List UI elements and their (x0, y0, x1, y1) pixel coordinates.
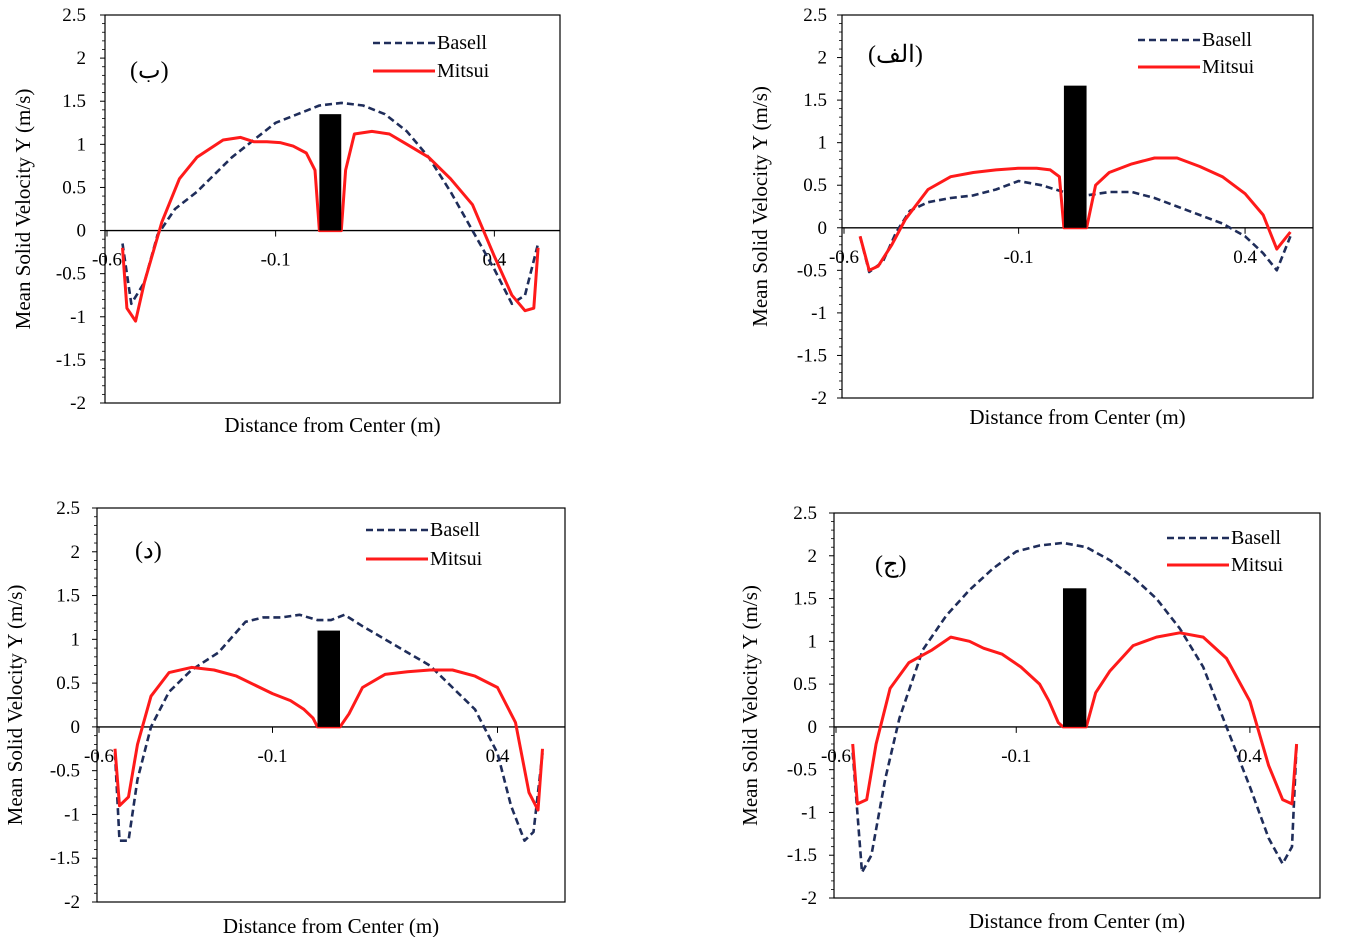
y-tick-label: 1 (71, 629, 81, 650)
chart-alef: 2.5 2 1.5 1 0.5 0 -0.5 -1 -1.5 -2 -0.6 -0.1 0.4 Dista… (748, 5, 1314, 429)
series-line-mitsui (121, 129, 540, 323)
y-tick-label: 1 (808, 631, 818, 652)
x-tick-label: -0.6 (829, 247, 859, 268)
y-tick-label: 0 (77, 221, 87, 242)
y-tick-label: 1.5 (62, 91, 86, 112)
y-tick-label: 2 (818, 48, 828, 69)
x-tick-label: -0.1 (261, 250, 291, 271)
y-tick-label: 0 (808, 717, 818, 738)
y-tick-label: -1 (811, 303, 827, 324)
y-tick-label: 0.5 (56, 673, 80, 694)
chart-jim: 2.5 2 1.5 1 0.5 0 -0.5 -1 -1.5 -2 -0.6 -0.1 0.4 Dista… (738, 503, 1321, 933)
series-line-mitsui (858, 156, 1292, 272)
center-bar (317, 630, 340, 727)
y-tick-label: 0.5 (803, 175, 827, 196)
chart-panel-alef: 2.5 2 1.5 1 0.5 0 -0.5 -1 -1.5 -2 -0.6 -0.1 0.4 Dista… (745, 0, 1325, 455)
y-tick-label: -2 (811, 388, 827, 409)
legend-label-basell: Basell (1231, 527, 1281, 549)
x-tick-label: -0.6 (92, 250, 122, 271)
legend-label-basell: Basell (1202, 29, 1252, 51)
chart-dal: 2.521.510.50-0.5-1-1.5-2-0.6 -0.1 0.4Dista… (3, 498, 566, 938)
y-tick-label: -1 (64, 804, 80, 825)
x-tick-label: -0.6 (84, 746, 114, 767)
plot-area (833, 512, 1321, 899)
panel-label: (د) (135, 538, 162, 564)
y-tick-label: -2 (801, 888, 817, 909)
legend-label-mitsui: Mitsui (437, 60, 490, 82)
series-line-basell (851, 541, 1298, 874)
center-bar (319, 114, 342, 231)
legend-label-mitsui: Mitsui (430, 548, 483, 570)
y-axis-label: Mean Solid Velocity Y (m/s) (11, 89, 35, 330)
plot-area (104, 14, 561, 404)
y-tick-label: -0.5 (50, 761, 80, 782)
x-tick-label: 0.4 (1233, 247, 1257, 268)
y-tick-label: -1 (801, 802, 817, 823)
center-bar (1062, 588, 1087, 727)
panel-label: (ج) (875, 552, 907, 578)
center-bar (1063, 85, 1087, 228)
plot-area (96, 507, 566, 903)
x-axis-label: Distance from Center (m) (223, 914, 439, 937)
y-tick-label: 2.5 (62, 5, 86, 26)
plot-area (841, 14, 1314, 399)
legend-label-mitsui: Mitsui (1231, 554, 1284, 576)
chart-panel-jim: 2.5 2 1.5 1 0.5 0 -0.5 -1 -1.5 -2 -0.6 -0.1 0.4 Dista… (735, 480, 1335, 942)
series-line-basell (121, 101, 540, 306)
y-tick-label: -0.5 (787, 760, 817, 781)
chart-panel-dal: 2.5 2 1.5 1 0.5 0 -0.5 -1 -1.5 -2 -0.6 -0.1 0.4 Dista… (0, 480, 570, 942)
y-tick-label: 2.5 (56, 498, 80, 519)
panel-label: (ب) (130, 58, 169, 84)
x-tick-label: -0.1 (257, 746, 287, 767)
x-axis-label: Distance from Center (m) (969, 405, 1185, 429)
y-tick-label: 2.5 (793, 503, 817, 524)
y-tick-label: -1.5 (797, 345, 827, 366)
y-tick-label: -1.5 (56, 350, 86, 371)
x-tick-label: 0.4 (1238, 746, 1262, 767)
y-tick-label: 2.5 (803, 5, 827, 26)
x-tick-label: -0.1 (1001, 746, 1031, 767)
y-axis-label: Mean Solid Velocity Y (m/s) (3, 585, 27, 826)
y-tick-label: -2 (70, 393, 86, 414)
x-axis-label: Distance from Center (m) (224, 413, 440, 437)
y-tick-label: 2 (77, 48, 87, 69)
y-tick-label: 0.5 (793, 674, 817, 695)
legend-label-basell: Basell (437, 32, 487, 54)
y-tick-label: 2 (808, 546, 818, 567)
y-tick-label: 2 (71, 542, 81, 563)
y-tick-label: 1 (77, 134, 87, 155)
chart-b: 2.521.510.50-0.5-1-1.5-2-0.6 -0.1 0.4Dista… (11, 5, 561, 437)
chart-panel-b: 2.5 2 1.5 1 0.5 0 -0.5 -1 -1.5 -2 -0.6 -0.1 0.4 Dista… (0, 0, 570, 455)
panel-label: (الف) (868, 42, 923, 68)
y-tick-label: -1 (70, 307, 86, 328)
legend-label-mitsui: Mitsui (1202, 56, 1255, 78)
y-tick-label: -2 (64, 892, 80, 913)
y-tick-label: 1.5 (56, 586, 80, 607)
y-tick-label: 1 (818, 133, 828, 154)
series-line-basell (113, 613, 544, 842)
y-tick-label: 0.5 (62, 177, 86, 198)
y-tick-label: 1.5 (793, 589, 817, 610)
series-line-mitsui (113, 665, 544, 812)
y-tick-label: -1.5 (50, 848, 80, 869)
y-tick-label: 0 (71, 717, 81, 738)
y-tick-label: -0.5 (797, 260, 827, 281)
y-tick-label: -1.5 (787, 845, 817, 866)
y-axis-label: Mean Solid Velocity Y (m/s) (738, 585, 762, 826)
x-tick-label: -0.6 (821, 746, 851, 767)
y-tick-label: 1.5 (803, 90, 827, 111)
x-axis-label: Distance from Center (m) (969, 909, 1185, 933)
y-tick-label: -0.5 (56, 264, 86, 285)
legend-label-basell: Basell (430, 519, 480, 541)
series-line-mitsui (851, 631, 1299, 806)
y-tick-label: 0 (818, 218, 828, 239)
x-tick-label: -0.1 (1004, 247, 1034, 268)
y-axis-label: Mean Solid Velocity Y (m/s) (748, 86, 772, 327)
